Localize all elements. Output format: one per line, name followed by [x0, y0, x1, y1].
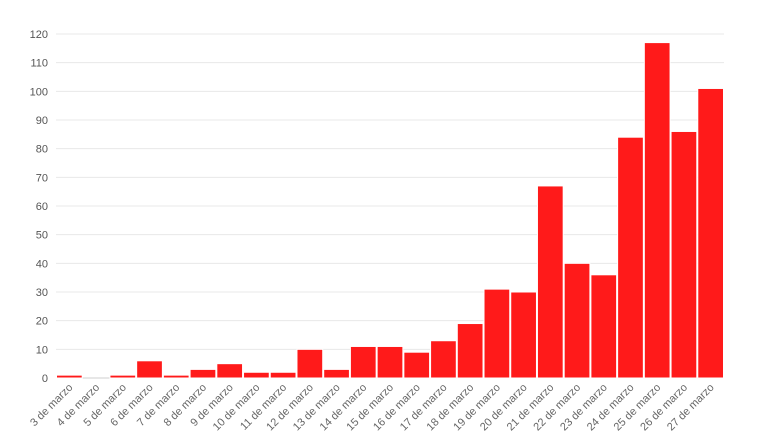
bar	[456, 323, 484, 379]
bar	[430, 340, 457, 379]
y-tick-label: 120	[30, 29, 48, 41]
y-tick-label: 80	[36, 144, 48, 156]
y-tick-label: 60	[36, 201, 48, 213]
bar	[376, 345, 404, 379]
gridlines	[56, 33, 724, 379]
bar	[56, 374, 83, 379]
bar	[162, 374, 190, 379]
bar	[189, 368, 217, 379]
bar	[269, 371, 297, 379]
bar	[536, 185, 564, 379]
bar	[216, 363, 244, 379]
bar	[136, 360, 163, 379]
bar	[563, 262, 591, 379]
y-tick-label: 50	[36, 230, 48, 242]
y-tick-label: 30	[36, 287, 48, 299]
bar	[483, 288, 511, 379]
bar	[617, 136, 644, 379]
y-tick-label: 90	[36, 115, 48, 127]
bars	[56, 42, 725, 379]
y-tick-label: 20	[36, 316, 48, 328]
y-tick-label: 100	[30, 86, 48, 98]
bar	[510, 291, 537, 379]
bar	[243, 371, 270, 379]
y-tick-label: 110	[30, 58, 48, 70]
bar	[697, 87, 725, 379]
bar	[109, 374, 137, 379]
bar	[643, 42, 671, 379]
bar	[670, 130, 698, 379]
y-axis: 0 10 20 30 40 50 60 70 80 90 100 110 120	[30, 29, 48, 385]
y-tick-label: 0	[42, 373, 48, 385]
bar	[349, 345, 377, 379]
bar	[323, 368, 350, 379]
y-tick-label: 70	[36, 172, 48, 184]
bar	[590, 274, 618, 379]
y-tick-label: 10	[36, 344, 48, 356]
bar	[296, 348, 324, 379]
bar	[403, 351, 431, 379]
y-tick-label: 40	[36, 258, 48, 270]
